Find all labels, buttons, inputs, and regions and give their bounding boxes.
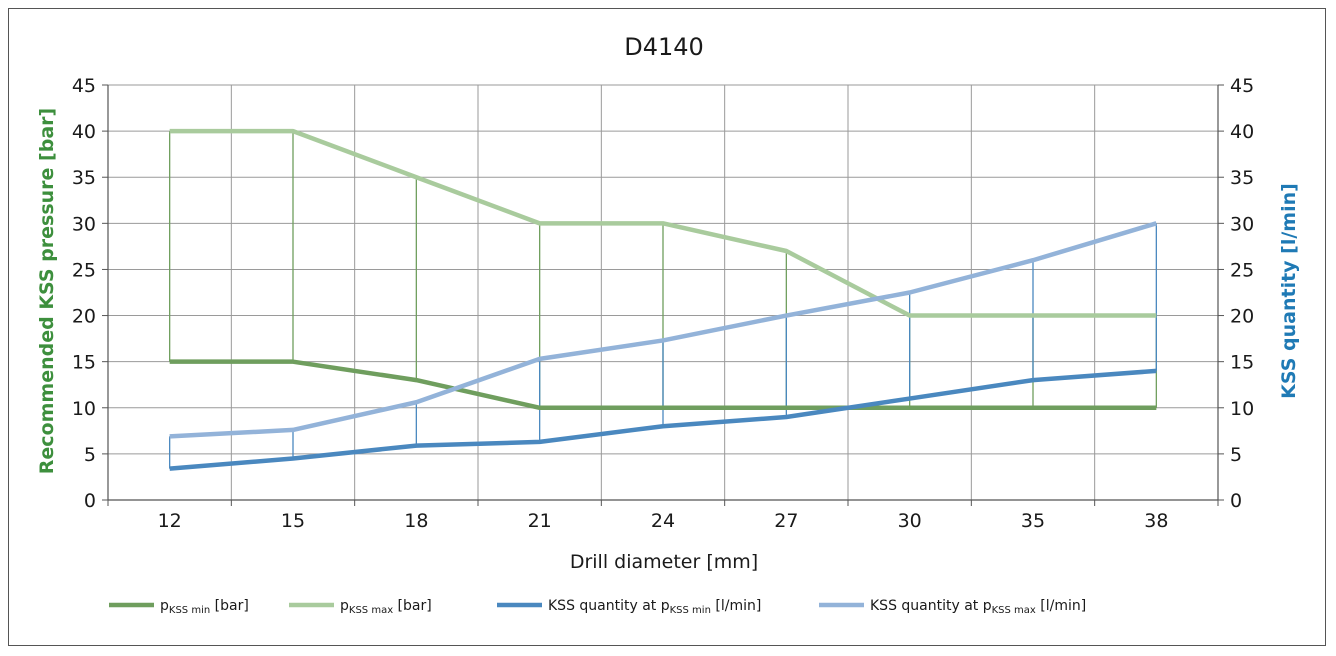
- y-tick-label-left: 15: [72, 352, 96, 374]
- chart: D4140 0 0 5 5 10 10 15 15 20 20 25 25 30 30 35 35 40 40 45…: [36, 33, 1300, 616]
- series-line-2: [169, 128, 1157, 318]
- y-tick-label-right: 10: [1230, 398, 1254, 420]
- chart-title: D4140: [624, 33, 704, 61]
- droplines: [169, 131, 1157, 469]
- series-line-1: [169, 359, 1157, 411]
- y-tick-label-left: 10: [72, 398, 96, 420]
- y-tick-label-left: 35: [72, 167, 96, 189]
- y-tick-label-right: 20: [1230, 306, 1254, 328]
- legend-label-4: KSS quantity at pKSS max [l/min]: [870, 598, 1086, 616]
- y-tick-label-left: 25: [72, 259, 96, 281]
- y-tick-label-left: 5: [84, 444, 96, 466]
- x-tick-label: 15: [281, 510, 305, 532]
- y-tick-label-right: 30: [1230, 213, 1254, 235]
- x-tick-label: 38: [1144, 510, 1168, 532]
- y-tick-label-left: 0: [84, 490, 96, 512]
- y-tick-label-right: 15: [1230, 352, 1254, 374]
- x-tick-label: 35: [1021, 510, 1045, 532]
- axes: [102, 84, 1224, 506]
- tick-labels: 0 0 5 5 10 10 15 15 20 20 25 25 30 30 35 35 40 40 45 45 12 15…: [72, 75, 1254, 532]
- series-lines: [169, 128, 1157, 471]
- y-tick-label-right: 0: [1230, 490, 1242, 512]
- x-tick-label: 24: [651, 510, 675, 532]
- y-axis-label-left: Recommended KSS pressure [bar]: [36, 108, 58, 474]
- legend-label-3: KSS quantity at pKSS min [l/min]: [548, 598, 761, 616]
- x-tick-label: 21: [528, 510, 552, 532]
- x-tick-label: 12: [158, 510, 182, 532]
- chart-frame: D4140 0 0 5 5 10 10 15 15 20 20 25 25 30 30 35 35 40 40 45…: [8, 8, 1326, 646]
- legend-label-2: pKSS max [bar]: [340, 598, 432, 616]
- y-axis-label-right: KSS quantity [l/min]: [1278, 183, 1300, 399]
- legend: pKSS min [bar] pKSS max [bar] KSS quantity…: [109, 598, 1086, 616]
- series-line-4: [169, 221, 1157, 439]
- x-tick-label: 27: [774, 510, 798, 532]
- legend-label-1: pKSS min [bar]: [160, 598, 249, 616]
- x-tick-label: 30: [898, 510, 922, 532]
- y-tick-label-left: 40: [72, 121, 96, 143]
- y-tick-label-right: 35: [1230, 167, 1254, 189]
- x-axis-label: Drill diameter [mm]: [570, 551, 758, 573]
- y-tick-label-left: 20: [72, 306, 96, 328]
- y-tick-label-right: 45: [1230, 75, 1254, 97]
- series-line-3: [169, 368, 1157, 471]
- y-tick-label-left: 45: [72, 75, 96, 97]
- y-tick-label-left: 30: [72, 213, 96, 235]
- y-tick-label-right: 25: [1230, 259, 1254, 281]
- y-tick-label-right: 40: [1230, 121, 1254, 143]
- y-tick-label-right: 5: [1230, 444, 1242, 466]
- x-tick-label: 18: [404, 510, 428, 532]
